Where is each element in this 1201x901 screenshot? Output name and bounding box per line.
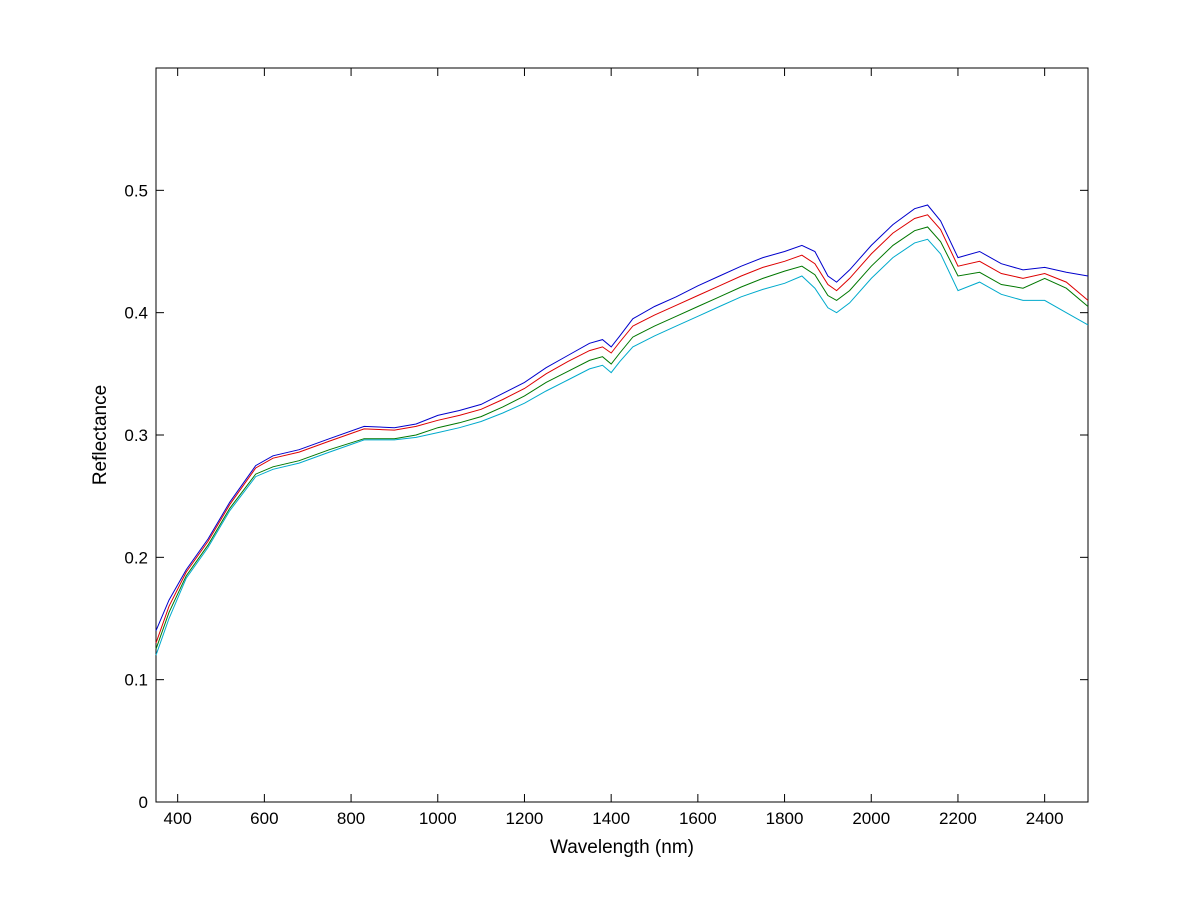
y-axis-label: Reflectance xyxy=(90,385,111,485)
series-line-1 xyxy=(155,204,1089,631)
x-tick-label: 400 xyxy=(163,809,191,828)
y-tick-label: 0.3 xyxy=(124,426,148,445)
plot-frame xyxy=(155,67,1089,803)
x-axis-label: Wavelength (nm) xyxy=(550,837,694,858)
x-tick-label: 600 xyxy=(250,809,278,828)
x-tick-label: 1200 xyxy=(506,809,544,828)
series-line-4 xyxy=(155,238,1089,656)
y-tick-label: 0.2 xyxy=(124,548,148,567)
x-tick-label: 1400 xyxy=(592,809,630,828)
x-tick-label: 800 xyxy=(337,809,365,828)
y-tick-label: 0 xyxy=(139,793,148,812)
x-axis-ticks: 400 600 800 1000 1200 1400 1600 1800 2000 2200 240… xyxy=(163,68,1064,828)
y-tick-label: 0.5 xyxy=(124,181,148,200)
series-line-2 xyxy=(155,214,1089,644)
x-tick-label: 2200 xyxy=(939,809,977,828)
series-line-3 xyxy=(155,226,1089,650)
x-tick-label: 1600 xyxy=(679,809,717,828)
y-tick-label: 0.1 xyxy=(124,671,148,690)
x-tick-label: 2400 xyxy=(1026,809,1064,828)
x-tick-label: 1000 xyxy=(419,809,457,828)
y-tick-label: 0.4 xyxy=(124,304,148,323)
x-tick-label: 2000 xyxy=(852,809,890,828)
y-axis-ticks: 0 0.1 0.2 0.3 0.4 0.5 xyxy=(124,181,1088,812)
x-tick-label: 1800 xyxy=(766,809,804,828)
series-layer xyxy=(155,204,1089,656)
